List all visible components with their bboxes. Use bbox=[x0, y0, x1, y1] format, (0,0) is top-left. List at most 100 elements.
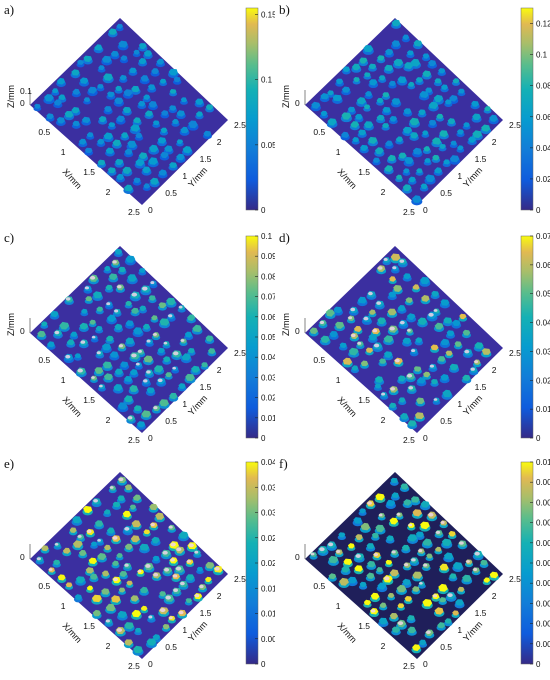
surface-bump bbox=[396, 76, 408, 86]
surface-bump bbox=[180, 97, 188, 105]
surface-bump bbox=[448, 363, 460, 373]
colorbar-tick-label: 0.06 bbox=[536, 113, 550, 122]
surface-bump bbox=[445, 592, 457, 602]
surface-bump bbox=[424, 174, 436, 185]
surface-bump bbox=[384, 48, 394, 58]
surface-bump bbox=[371, 532, 380, 541]
surface-bump bbox=[132, 494, 142, 504]
surface-bump bbox=[114, 368, 124, 378]
surface-bump bbox=[401, 34, 410, 43]
surface-bump bbox=[454, 599, 465, 609]
surface-bump bbox=[434, 546, 443, 555]
surface-bump bbox=[117, 402, 129, 413]
y-tick-label: 0.5 bbox=[165, 188, 177, 198]
surface-bump bbox=[350, 365, 360, 374]
surface-bump bbox=[134, 159, 146, 169]
y-tick-label: 0 bbox=[423, 659, 428, 669]
surface-bump bbox=[140, 605, 149, 614]
surface-bump bbox=[428, 363, 438, 372]
surface-bump bbox=[79, 77, 89, 87]
surface-bump bbox=[411, 571, 424, 582]
surface-bump bbox=[417, 317, 428, 328]
surface-bump bbox=[169, 89, 178, 97]
surface-plot-svg: a) Z/mm 0 0.1 0.5 1 1.5 2 2.5 X/mm 0 0.5 1 1.5 2 2.5 Y/m… bbox=[4, 2, 275, 217]
surface-bump bbox=[89, 573, 99, 583]
surface-bump bbox=[402, 184, 413, 194]
surface-bump bbox=[186, 542, 198, 552]
surface-bump bbox=[187, 120, 199, 131]
surface-bump bbox=[151, 572, 162, 581]
surface-bump bbox=[374, 524, 386, 535]
y-tick-label: 0.5 bbox=[440, 188, 452, 198]
colorbar-tick-label: 0.03 bbox=[261, 509, 275, 518]
y-axis-label: Y/mm bbox=[461, 619, 484, 643]
z-axis-label: Z/mm bbox=[281, 313, 291, 336]
surface-bump bbox=[479, 559, 489, 568]
surface-bump bbox=[106, 527, 116, 537]
surface-bump bbox=[411, 284, 421, 293]
surface-bump bbox=[388, 116, 398, 125]
surface-bump bbox=[137, 100, 147, 110]
surface-bump bbox=[381, 123, 390, 131]
surface-bump bbox=[398, 152, 408, 162]
y-tick-label: 1 bbox=[457, 625, 462, 635]
surface-bump bbox=[186, 314, 196, 324]
colorbar-tick-label: 0.006 bbox=[536, 539, 550, 548]
surface-bump bbox=[129, 504, 137, 513]
x-tick-label: 0.5 bbox=[313, 581, 325, 591]
surface-bump bbox=[193, 549, 202, 558]
y-tick-label: 2 bbox=[492, 591, 497, 601]
y-axis-label: Y/mm bbox=[461, 165, 484, 189]
surface-bump bbox=[430, 344, 440, 353]
surface-bump bbox=[162, 341, 171, 349]
z-axis-label: Z/mm bbox=[6, 313, 16, 336]
surface-bump bbox=[117, 476, 127, 486]
surface-bump bbox=[326, 118, 338, 128]
x-tick-label: 1 bbox=[61, 147, 66, 157]
surface-bump bbox=[103, 132, 114, 143]
x-tick-label: 0.5 bbox=[38, 581, 50, 591]
surface-bump bbox=[114, 158, 125, 168]
x-tick-label: 2 bbox=[106, 187, 111, 197]
surface-bump bbox=[111, 560, 120, 569]
surface-bump bbox=[132, 645, 144, 656]
surface-bump bbox=[123, 562, 133, 572]
surface-bump bbox=[144, 110, 154, 120]
colorbar-tick-label: 0 bbox=[261, 434, 266, 443]
surface-bump bbox=[91, 498, 102, 508]
surface-bump bbox=[402, 562, 412, 571]
surface-bump bbox=[43, 94, 55, 105]
colorbar-tick-label: 0.1 bbox=[261, 76, 273, 85]
surface-bump bbox=[449, 140, 458, 149]
colorbar-tick-label: 0.06 bbox=[261, 313, 275, 322]
surface-bump bbox=[174, 565, 186, 576]
surface-bump bbox=[184, 598, 193, 606]
surface-bump bbox=[482, 577, 491, 586]
surface-bump bbox=[129, 124, 141, 135]
surface-bump bbox=[178, 531, 189, 542]
surface-bump bbox=[137, 58, 148, 67]
surface-bump bbox=[458, 313, 468, 322]
surface-bump bbox=[383, 64, 394, 74]
surface-bump bbox=[451, 78, 460, 86]
colorbar-tick-label: 0.06 bbox=[536, 261, 550, 270]
surface-bump bbox=[100, 588, 111, 598]
surface-bump bbox=[332, 94, 343, 104]
surface-bump bbox=[346, 315, 356, 324]
colorbar-tick-label: 0.04 bbox=[536, 144, 550, 153]
surface-bump bbox=[128, 385, 139, 395]
surface-bump bbox=[446, 118, 456, 127]
colorbar-tick-label: 0.02 bbox=[536, 175, 550, 184]
surface-bump bbox=[411, 586, 421, 595]
y-tick-label: 1.5 bbox=[200, 154, 212, 164]
surface-bump bbox=[340, 566, 351, 576]
surface-bump bbox=[371, 327, 381, 337]
surface-bump bbox=[472, 550, 484, 561]
surface-bump bbox=[407, 420, 418, 430]
x-tick-label: 2 bbox=[381, 641, 386, 651]
surface-bump bbox=[76, 59, 85, 68]
surface-bump bbox=[397, 375, 407, 385]
x-tick-label: 1 bbox=[61, 375, 66, 385]
surface-bump bbox=[452, 562, 464, 572]
surface-bump bbox=[310, 101, 321, 112]
